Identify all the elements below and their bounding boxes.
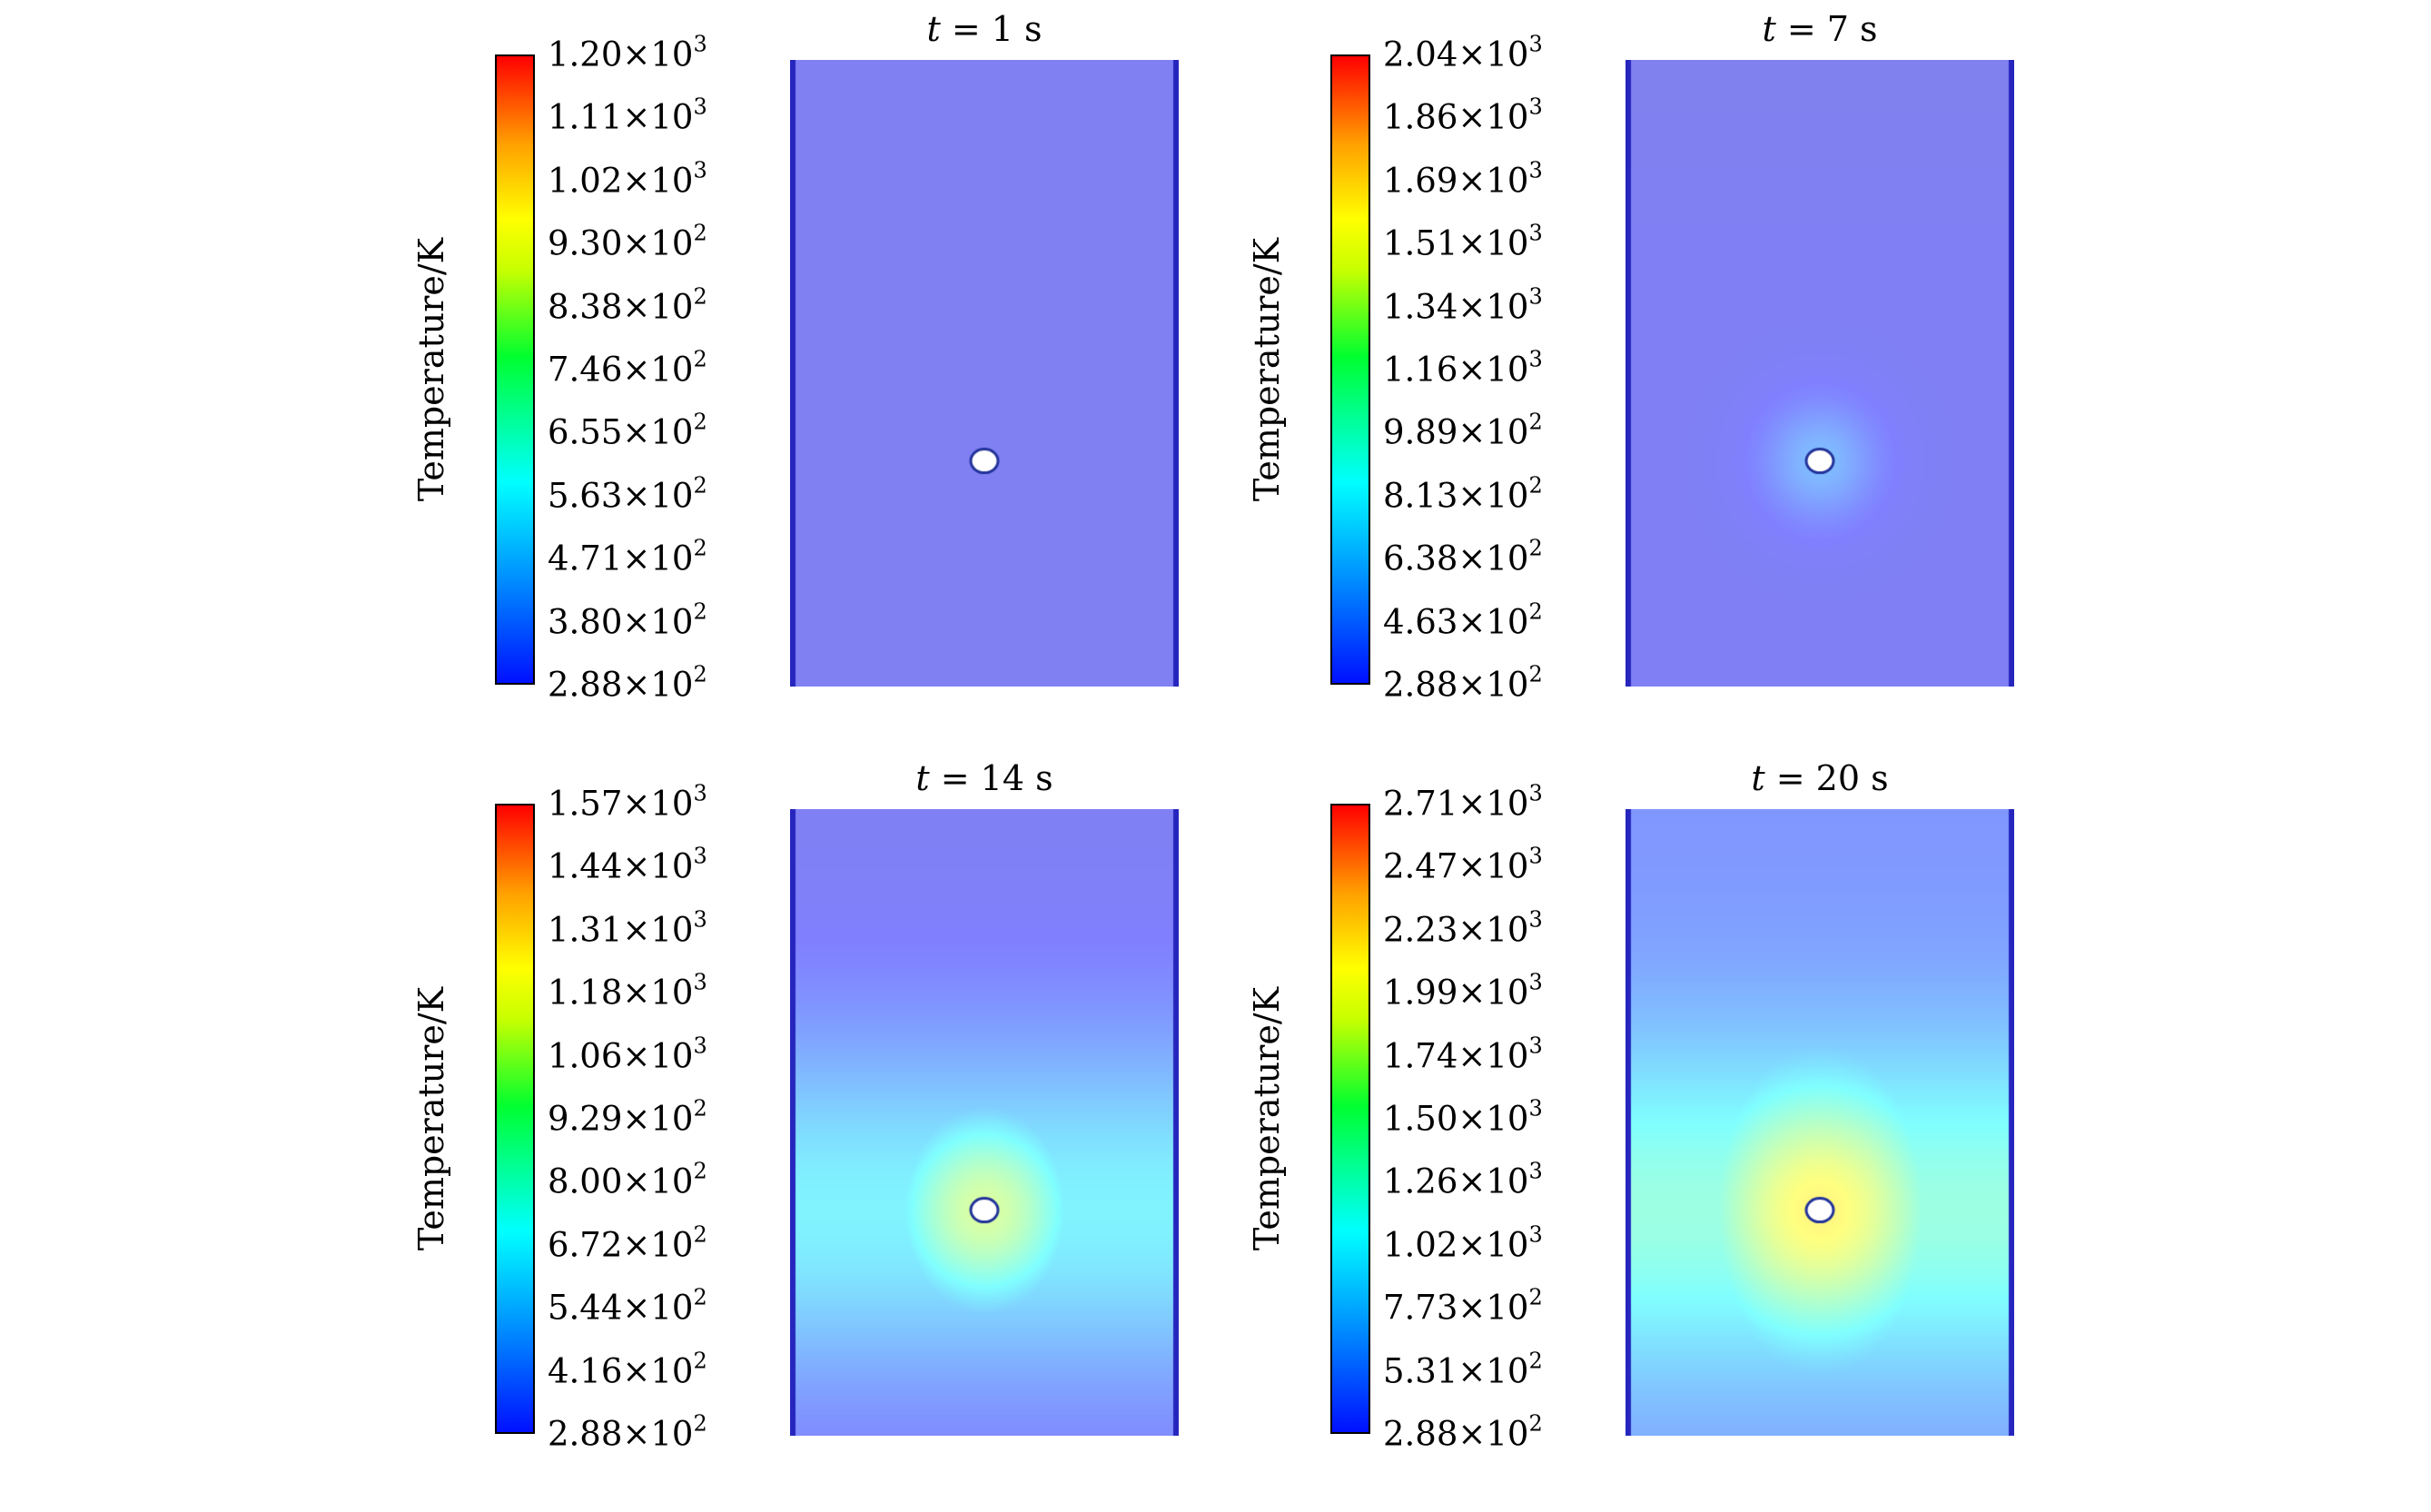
colorbar-tick-label: 9.89×102 — [1383, 409, 1543, 452]
colorbar-tick-label: 7.46×102 — [548, 346, 707, 390]
colorbar-tick-label: 1.57×103 — [548, 780, 707, 824]
colorbar-tick-label: 2.71×103 — [1383, 780, 1543, 824]
colorbar-tick-label: 4.63×102 — [1383, 598, 1543, 642]
colorbar-tick-label: 9.29×102 — [548, 1095, 707, 1139]
colorbar — [1330, 54, 1370, 685]
colorbar-tick-label: 1.26×103 — [1383, 1158, 1543, 1201]
colorbar-tick-label: 1.18×103 — [548, 969, 707, 1013]
colorbar-tick-label: 5.44×102 — [548, 1284, 707, 1328]
temperature-field — [790, 60, 1179, 687]
colorbar-tick-label: 5.31×102 — [1383, 1348, 1543, 1391]
colorbar — [495, 804, 535, 1434]
colorbar-tick-label: 1.86×103 — [1383, 94, 1543, 137]
panel-t20: t = 20 s Temperature/K 2.88×102 5.31×102 7… — [1247, 758, 2238, 1512]
colorbar-tick-label: 6.38×102 — [1383, 535, 1543, 578]
colorbar-tick-label: 1.74×103 — [1383, 1033, 1543, 1076]
temperature-field — [1626, 60, 2014, 687]
colorbar-label: Temperature/K — [411, 237, 451, 502]
colorbar-tick-label: 2.47×103 — [1383, 843, 1543, 886]
colorbar-tick-label: 4.71×102 — [548, 535, 707, 578]
panel-title: t = 1 s — [926, 9, 1043, 49]
colorbar-tick-label: 1.02×103 — [1383, 1221, 1543, 1265]
colorbar-tick-label: 2.88×102 — [1383, 1410, 1543, 1454]
colorbar-tick-label: 1.06×103 — [548, 1033, 707, 1076]
temperature-field-image — [790, 809, 1179, 1436]
colorbar-ticks: 2.88×102 3.80×102 4.71×102 5.63×102 6.55×102… — [495, 34, 858, 705]
colorbar-tick-label: 8.13×102 — [1383, 472, 1543, 516]
colorbar-tick-label: 6.72×102 — [548, 1221, 707, 1265]
colorbar-ticks: 2.88×102 4.63×102 6.38×102 8.13×102 9.89×102… — [1330, 34, 1694, 705]
colorbar-label: Temperature/K — [411, 986, 451, 1251]
colorbar-tick-label: 1.20×103 — [548, 31, 707, 74]
colorbar — [495, 54, 535, 685]
colorbar — [1330, 804, 1370, 1434]
colorbar-tick-label: 2.88×102 — [548, 661, 707, 705]
colorbar-tick-label: 4.16×102 — [548, 1348, 707, 1391]
colorbar-tick-label: 7.73×102 — [1383, 1284, 1543, 1328]
panel-t7: t = 7 s Temperature/K 2.88×102 4.63×102 6.… — [1247, 9, 2238, 763]
panel-title: t = 7 s — [1762, 9, 1878, 49]
colorbar-tick-label: 8.38×102 — [548, 283, 707, 327]
colorbar-tick-label: 1.31×103 — [548, 906, 707, 950]
temperature-field-image — [790, 60, 1179, 687]
colorbar-tick-label: 9.30×102 — [548, 220, 707, 263]
colorbar-tick-label: 3.80×102 — [548, 598, 707, 642]
colorbar-tick-label: 1.51×103 — [1383, 220, 1543, 263]
colorbar-label: Temperature/K — [1247, 237, 1287, 502]
colorbar-tick-label: 1.99×103 — [1383, 969, 1543, 1013]
colorbar-tick-label: 1.11×103 — [548, 94, 707, 137]
panel-t1: t = 1 s Temperature/K 2.88×102 3.80×102 4.… — [411, 9, 1403, 763]
temperature-field-image — [1626, 60, 2014, 687]
colorbar-tick-label: 6.55×102 — [548, 409, 707, 452]
temperature-field — [790, 809, 1179, 1436]
colorbar-tick-label: 1.50×103 — [1383, 1095, 1543, 1139]
panel-t14: t = 14 s Temperature/K 2.88×102 4.16×102 5… — [411, 758, 1403, 1512]
temperature-field-image — [1626, 809, 2014, 1436]
temperature-field — [1626, 809, 2014, 1436]
colorbar-tick-label: 2.23×103 — [1383, 906, 1543, 950]
colorbar-tick-label: 1.69×103 — [1383, 157, 1543, 201]
colorbar-tick-label: 5.63×102 — [548, 472, 707, 516]
colorbar-ticks: 2.88×102 4.16×102 5.44×102 6.72×102 8.00×102… — [495, 783, 858, 1454]
colorbar-tick-label: 2.04×103 — [1383, 31, 1543, 74]
panel-title: t = 20 s — [1751, 758, 1889, 798]
colorbar-tick-label: 2.88×102 — [548, 1410, 707, 1454]
colorbar-tick-label: 2.88×102 — [1383, 661, 1543, 705]
colorbar-tick-label: 1.34×103 — [1383, 283, 1543, 327]
colorbar-tick-label: 8.00×102 — [548, 1158, 707, 1201]
colorbar-tick-label: 1.44×103 — [548, 843, 707, 886]
colorbar-tick-label: 1.02×103 — [548, 157, 707, 201]
colorbar-label: Temperature/K — [1247, 986, 1287, 1251]
colorbar-ticks: 2.88×102 5.31×102 7.73×102 1.02×103 1.26×103… — [1330, 783, 1694, 1454]
colorbar-tick-label: 1.16×103 — [1383, 346, 1543, 390]
panel-title: t = 14 s — [915, 758, 1053, 798]
